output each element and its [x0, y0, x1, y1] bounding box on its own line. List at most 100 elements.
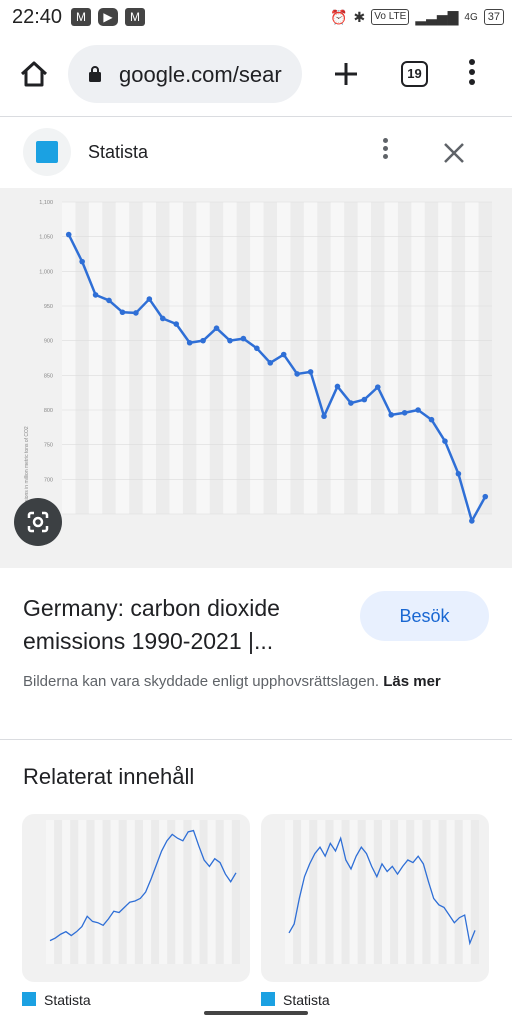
data-point [213, 325, 220, 331]
data-point [348, 400, 354, 406]
grid-column [373, 820, 382, 964]
gmail-icon: M [71, 8, 91, 26]
grid-column [277, 202, 291, 514]
grid-column [62, 820, 71, 964]
grid-column [317, 820, 326, 964]
data-point [227, 337, 233, 344]
y-tick-label: 1,050 [39, 235, 53, 241]
data-point [334, 383, 341, 390]
related-source-name: Statista [283, 992, 330, 1006]
grid-column [143, 820, 152, 964]
y-tick-label: 750 [44, 443, 53, 449]
grid-column [303, 202, 318, 514]
visit-button[interactable]: Besök [360, 591, 489, 641]
grid-column [357, 820, 366, 964]
related-source-name: Statista [44, 992, 91, 1006]
grid-column [115, 202, 130, 514]
data-point [361, 396, 368, 403]
grid-column [309, 820, 318, 964]
grid-column [430, 820, 439, 964]
gmail-icon: M [125, 8, 145, 26]
grid-column [175, 820, 184, 964]
data-point [119, 309, 126, 316]
address-bar[interactable]: google.com/sear [68, 45, 302, 103]
grid-column [462, 820, 471, 964]
grid-column [341, 820, 350, 964]
grid-column [167, 820, 176, 964]
data-point [428, 416, 435, 423]
data-point [159, 315, 166, 322]
grid-column [223, 820, 232, 964]
grid-column [349, 820, 358, 964]
signal-icon: ▂▃▅▇ [415, 8, 459, 25]
grid-column [209, 202, 224, 514]
data-point [442, 438, 448, 444]
grid-column [285, 820, 294, 964]
grid-column [422, 820, 431, 964]
series-line [288, 836, 476, 946]
grid-column [478, 202, 492, 514]
data-point [133, 310, 139, 316]
grid-column [382, 820, 391, 964]
grid-column [46, 820, 55, 964]
data-point [469, 518, 475, 524]
result-title[interactable]: Germany: carbon dioxide emissions 1990-2… [23, 595, 280, 654]
tab-switcher-button[interactable]: 19 [401, 61, 428, 87]
home-icon[interactable] [18, 58, 50, 90]
browser-menu-icon[interactable] [462, 56, 482, 92]
url-text: google.com/sear [119, 62, 282, 87]
grid-column [183, 820, 192, 964]
y-tick-label: 700 [44, 477, 53, 483]
grid-column [451, 202, 466, 514]
statista-logo-icon[interactable] [23, 128, 71, 176]
y-tick-label: 850 [44, 373, 53, 379]
youtube-icon: ▶ [98, 8, 118, 26]
statista-logo-icon [261, 992, 275, 1006]
grid-column [156, 202, 170, 514]
grid-column [390, 820, 399, 964]
grid-column [88, 202, 103, 514]
gesture-nav-bar[interactable] [204, 1011, 308, 1015]
data-point [374, 384, 381, 390]
lock-icon [89, 66, 101, 82]
y-tick-label: 1,100 [39, 200, 53, 206]
status-time: 22:40 [12, 6, 63, 28]
google-lens-button[interactable] [14, 498, 62, 546]
grid-column [231, 820, 240, 964]
y-tick-label: 800 [44, 408, 53, 414]
data-point [321, 413, 327, 420]
more-options-icon[interactable] [375, 135, 395, 171]
grid-column [102, 202, 116, 514]
data-point [388, 412, 395, 418]
data-point [200, 337, 206, 344]
grid-column [330, 202, 345, 514]
data-point [186, 339, 193, 346]
data-point [146, 296, 153, 302]
grid-column [414, 820, 423, 964]
grid-column [411, 202, 425, 514]
grid-column [126, 820, 135, 964]
read-more-link[interactable]: Läs mer [383, 673, 441, 690]
grid-column [215, 820, 224, 964]
grid-column [199, 820, 208, 964]
grid-column [207, 820, 216, 964]
grid-column [365, 820, 374, 964]
series-line [49, 829, 237, 942]
grid-column [438, 202, 452, 514]
grid-column [397, 202, 412, 514]
grid-column [236, 202, 251, 514]
grid-column [70, 820, 79, 964]
status-right-icons: ⏰ ✱ Vo LTE ▂▃▅▇ 4G 37 [330, 7, 504, 27]
source-name[interactable]: Statista [88, 142, 149, 162]
grid-column [293, 820, 302, 964]
grid-column [333, 820, 342, 964]
image-preview[interactable]: Emissions in million metric tons of CO2 … [0, 188, 512, 568]
grid-column [454, 820, 463, 964]
grid-column [94, 820, 103, 964]
related-card[interactable] [261, 814, 489, 982]
data-point [280, 351, 287, 358]
close-icon[interactable] [440, 139, 468, 167]
new-tab-icon[interactable] [330, 58, 362, 90]
data-point [455, 470, 462, 477]
related-card[interactable] [22, 814, 250, 982]
